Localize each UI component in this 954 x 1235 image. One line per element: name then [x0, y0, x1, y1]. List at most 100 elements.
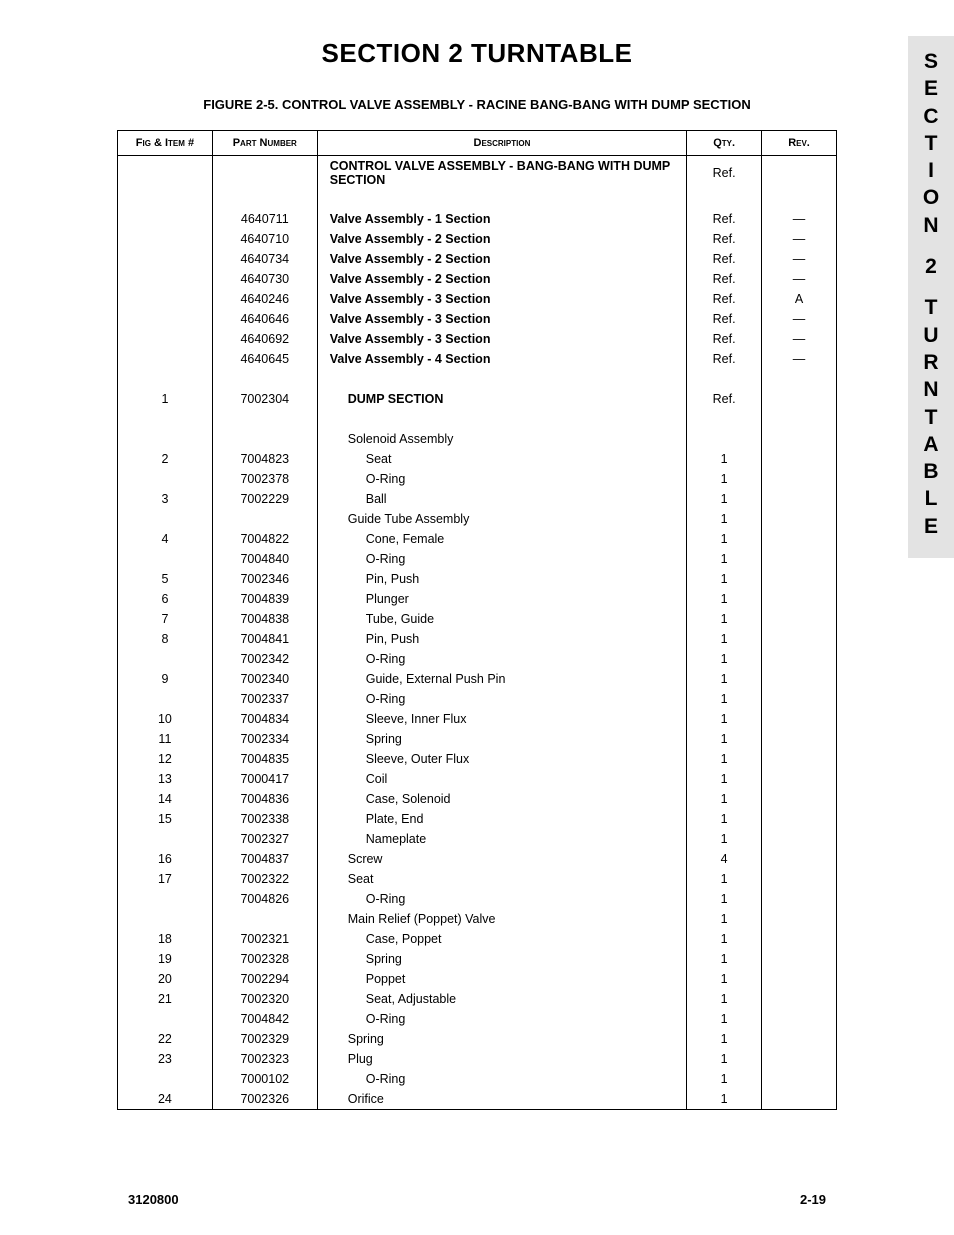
cell-part: 4640692: [212, 329, 317, 349]
table-row: 7002378O-Ring1: [118, 469, 837, 489]
cell-rev: [762, 369, 837, 389]
cell-qty: 1: [687, 969, 762, 989]
side-tab-letter: N: [908, 376, 954, 403]
cell-desc: Valve Assembly - 1 Section: [317, 209, 686, 229]
cell-qty: 1: [687, 989, 762, 1009]
cell-part: [212, 509, 317, 529]
cell-rev: [762, 649, 837, 669]
table-row: 227002329Spring1: [118, 1029, 837, 1049]
cell-fig: [118, 329, 213, 349]
cell-part: 4640645: [212, 349, 317, 369]
cell-desc: Sleeve, Outer Flux: [317, 749, 686, 769]
cell-fig: 13: [118, 769, 213, 789]
cell-qty: Ref.: [687, 309, 762, 329]
cell-desc: O-Ring: [317, 689, 686, 709]
table-row: 67004839Plunger1: [118, 589, 837, 609]
cell-rev: [762, 409, 837, 429]
cell-rev: [762, 489, 837, 509]
cell-desc: Pin, Push: [317, 569, 686, 589]
cell-qty: 1: [687, 1089, 762, 1109]
cell-part: 4640646: [212, 309, 317, 329]
cell-qty: 1: [687, 489, 762, 509]
cell-qty: 1: [687, 529, 762, 549]
cell-rev: [762, 1049, 837, 1069]
cell-desc: Guide Tube Assembly: [317, 509, 686, 529]
cell-desc: Nameplate: [317, 829, 686, 849]
side-tab-letter: E: [908, 513, 954, 540]
parts-table-container: Fig & Item # Part Number Description Qty…: [117, 130, 837, 1110]
table-row: 207002294Poppet1: [118, 969, 837, 989]
cell-part: 7002320: [212, 989, 317, 1009]
table-row: 47004822Cone, Female1: [118, 529, 837, 549]
cell-rev: —: [762, 209, 837, 229]
cell-desc: DUMP SECTION: [317, 389, 686, 409]
header-qty: Qty.: [687, 131, 762, 156]
table-row: 167004837Screw4: [118, 849, 837, 869]
cell-qty: Ref.: [687, 349, 762, 369]
page-title: SECTION 2 TURNTABLE: [0, 0, 954, 97]
table-row: 97002340Guide, External Push Pin1: [118, 669, 837, 689]
cell-fig: [118, 309, 213, 329]
cell-qty: 1: [687, 569, 762, 589]
cell-desc: Sleeve, Inner Flux: [317, 709, 686, 729]
cell-desc: Valve Assembly - 3 Section: [317, 309, 686, 329]
cell-fig: 10: [118, 709, 213, 729]
cell-qty: 1: [687, 1069, 762, 1089]
cell-desc: [317, 189, 686, 209]
cell-part: [212, 189, 317, 209]
cell-rev: [762, 929, 837, 949]
cell-rev: A: [762, 289, 837, 309]
cell-desc: Screw: [317, 849, 686, 869]
cell-part: 7002304: [212, 389, 317, 409]
cell-part: 4640730: [212, 269, 317, 289]
cell-rev: [762, 1089, 837, 1109]
cell-part: 7004826: [212, 889, 317, 909]
table-row: [118, 369, 837, 389]
table-row: [118, 409, 837, 429]
table-row: 137000417Coil1: [118, 769, 837, 789]
cell-desc: Guide, External Push Pin: [317, 669, 686, 689]
cell-fig: [118, 156, 213, 190]
cell-rev: [762, 509, 837, 529]
side-tab-section: SECTION: [908, 48, 954, 239]
cell-part: 7004835: [212, 749, 317, 769]
figure-title: FIGURE 2-5. CONTROL VALVE ASSEMBLY - RAC…: [0, 97, 954, 130]
cell-rev: [762, 789, 837, 809]
cell-desc: Valve Assembly - 2 Section: [317, 249, 686, 269]
table-row: 4640692Valve Assembly - 3 SectionRef.—: [118, 329, 837, 349]
table-row: Guide Tube Assembly1: [118, 509, 837, 529]
cell-qty: 1: [687, 549, 762, 569]
table-row: 87004841Pin, Push1: [118, 629, 837, 649]
cell-desc: Plug: [317, 1049, 686, 1069]
cell-desc: Tube, Guide: [317, 609, 686, 629]
table-row: 147004836Case, Solenoid1: [118, 789, 837, 809]
cell-part: 7002342: [212, 649, 317, 669]
cell-desc: [317, 409, 686, 429]
cell-qty: 1: [687, 869, 762, 889]
cell-rev: [762, 829, 837, 849]
cell-desc: O-Ring: [317, 1009, 686, 1029]
cell-desc: Valve Assembly - 3 Section: [317, 289, 686, 309]
cell-desc: Seat, Adjustable: [317, 989, 686, 1009]
cell-desc: Solenoid Assembly: [317, 429, 686, 449]
side-tab-letter: I: [908, 157, 954, 184]
cell-part: 7002328: [212, 949, 317, 969]
cell-rev: [762, 849, 837, 869]
cell-part: 7004840: [212, 549, 317, 569]
table-row: 4640246Valve Assembly - 3 SectionRef.A: [118, 289, 837, 309]
cell-fig: [118, 289, 213, 309]
cell-rev: [762, 156, 837, 190]
cell-part: 7002338: [212, 809, 317, 829]
cell-part: 7000417: [212, 769, 317, 789]
cell-part: 7004834: [212, 709, 317, 729]
cell-fig: 4: [118, 529, 213, 549]
side-tab-letter: N: [908, 212, 954, 239]
cell-fig: [118, 829, 213, 849]
cell-fig: 8: [118, 629, 213, 649]
cell-desc: Spring: [317, 729, 686, 749]
cell-rev: [762, 1069, 837, 1089]
cell-rev: [762, 689, 837, 709]
table-row: 4640711Valve Assembly - 1 SectionRef.—: [118, 209, 837, 229]
table-row: 7000102O-Ring1: [118, 1069, 837, 1089]
cell-qty: 4: [687, 849, 762, 869]
